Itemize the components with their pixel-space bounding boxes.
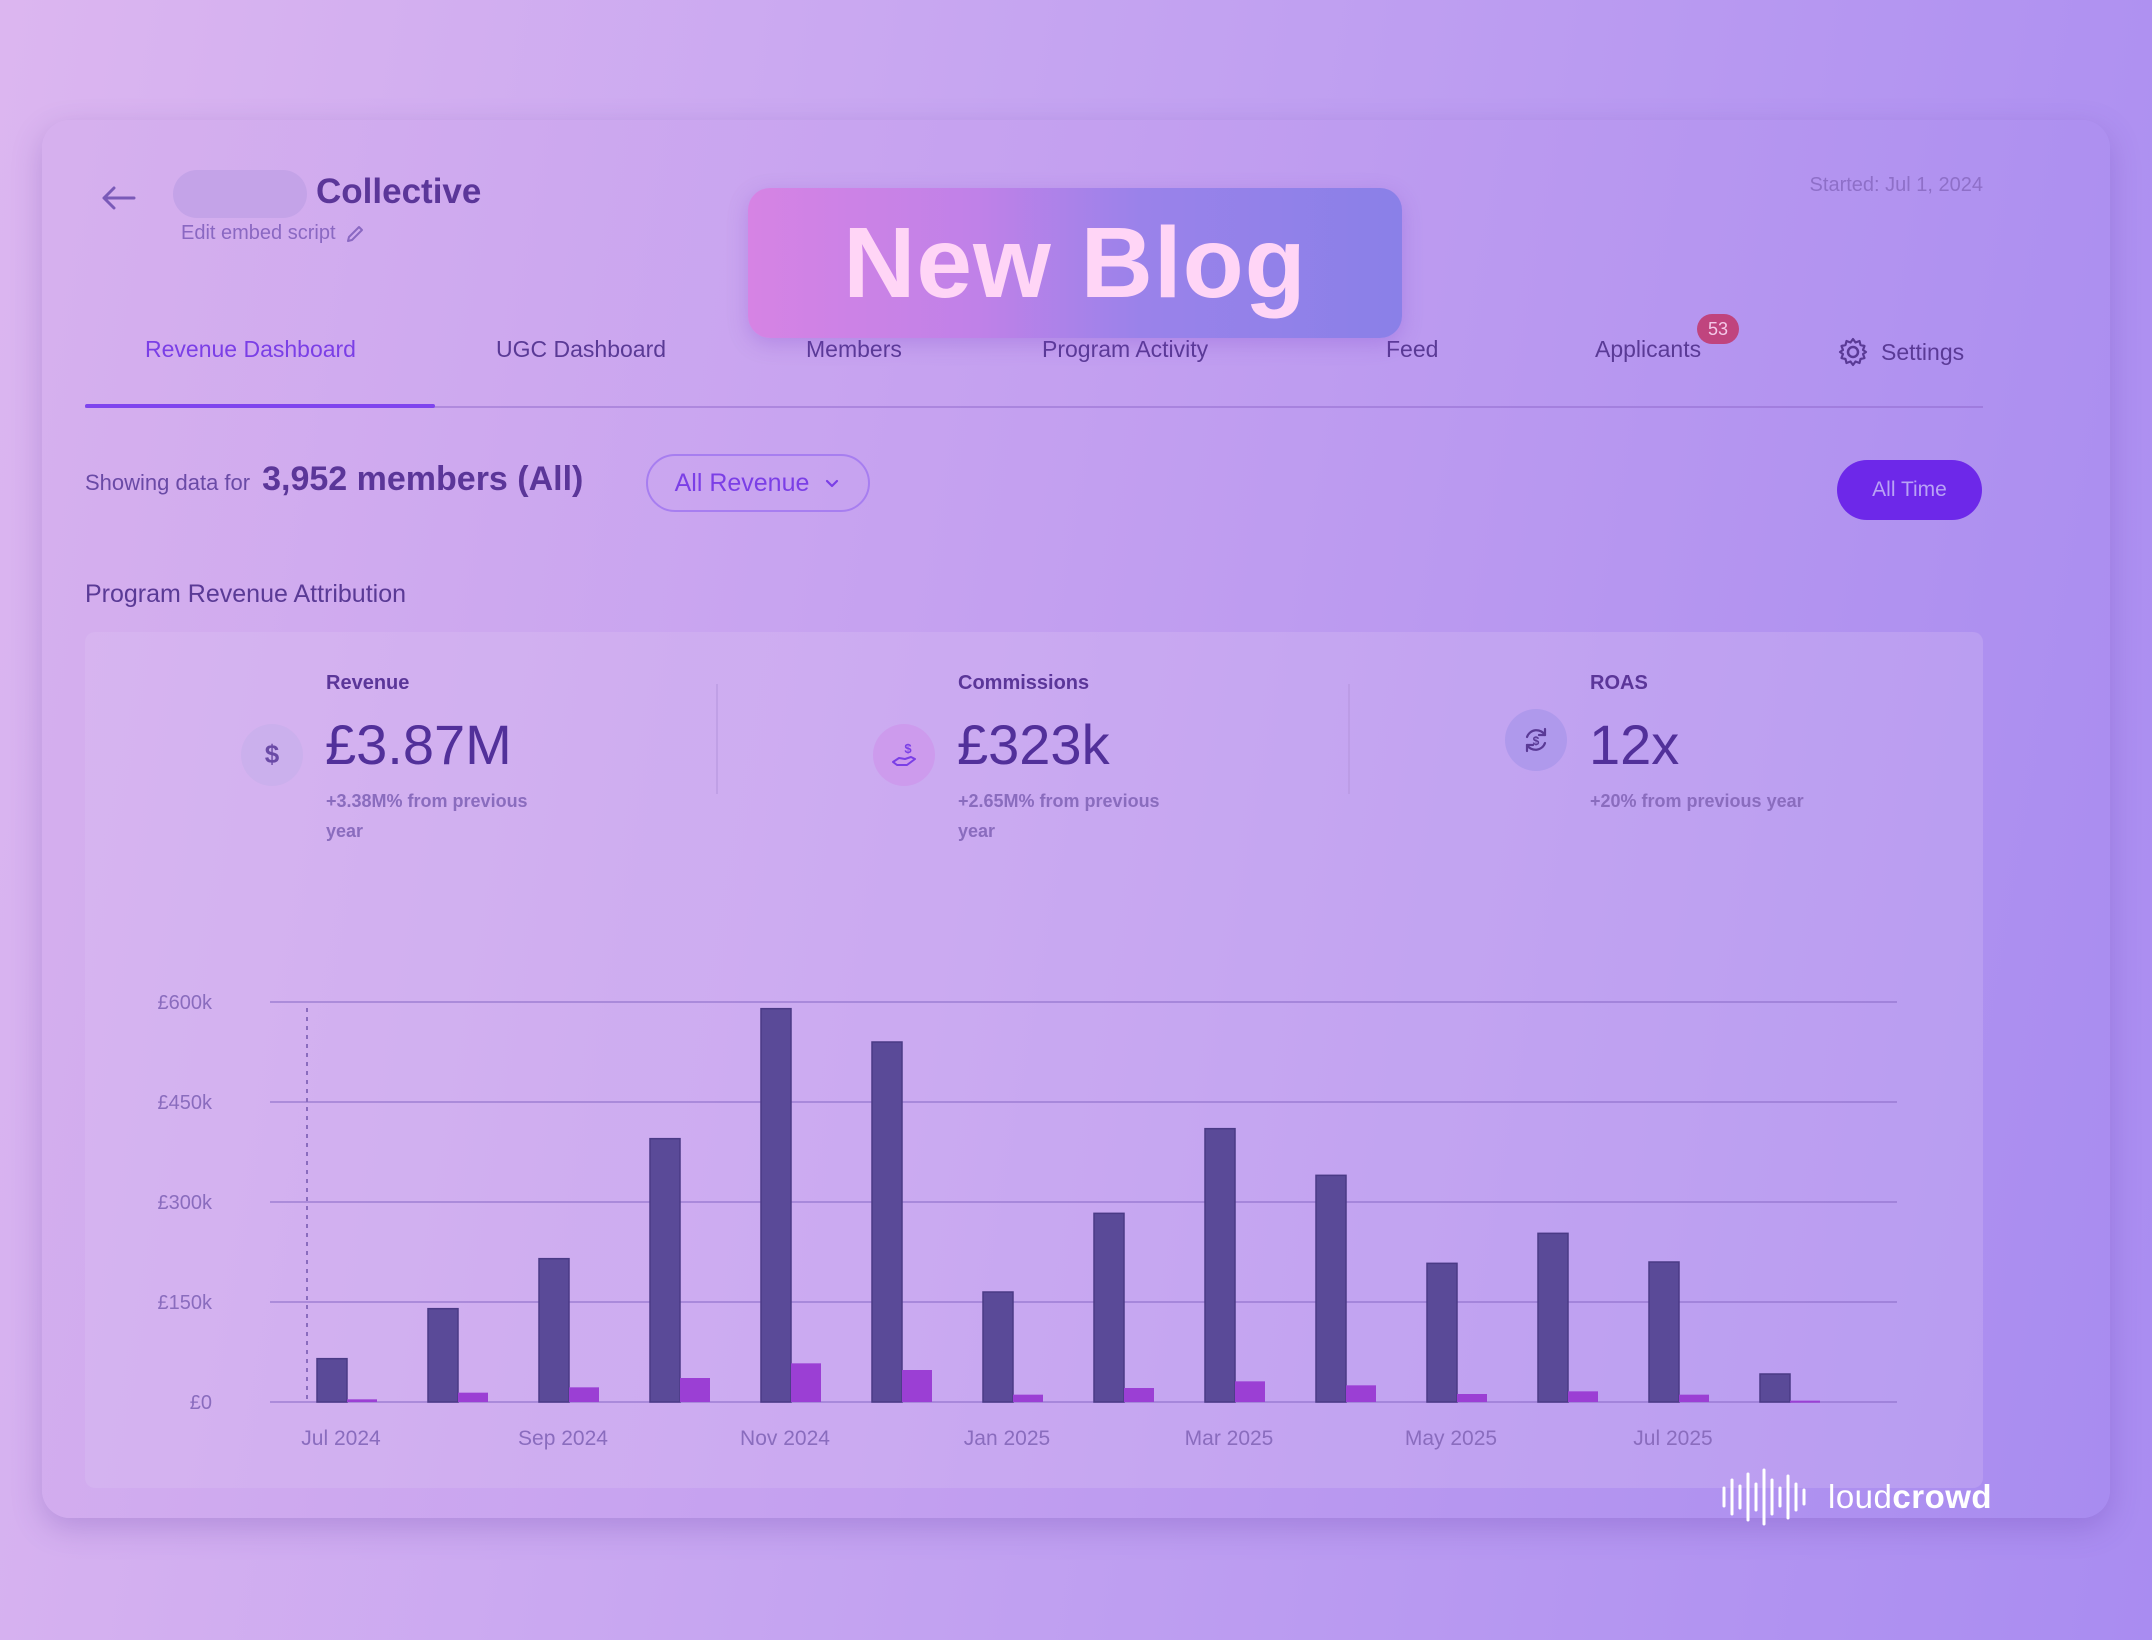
- active-tab-indicator: [85, 404, 435, 408]
- revenue-bar-chart: £0 £150k £300k £450k £600k Jul 2024 Sep 2024 No…: [158, 992, 1897, 1450]
- pencil-icon: [346, 225, 363, 242]
- x-tick-label: Nov 2024: [740, 1427, 830, 1450]
- kpi-change: +20% from previous year: [1590, 791, 1804, 811]
- refresh-dollar-icon: $: [1505, 709, 1567, 771]
- revenue-bar: [982, 1291, 1014, 1403]
- logo-text-light: loud: [1828, 1478, 1893, 1515]
- member-count: 3,952 members (All): [262, 460, 584, 498]
- commission-bar: [458, 1392, 488, 1402]
- kpi-change: +3.38M% from previous year: [326, 791, 528, 841]
- commission-bar: [680, 1378, 710, 1402]
- y-tick-label: £150k: [158, 1292, 213, 1314]
- commission-bar: [569, 1387, 599, 1402]
- commission-bar: [902, 1370, 932, 1402]
- y-tick-label: £450k: [158, 1092, 213, 1114]
- banner-title: New Blog: [843, 206, 1307, 319]
- logo-wordmark: loudcrowd: [1828, 1478, 1992, 1516]
- revenue-bar: [649, 1137, 681, 1403]
- revenue-bar: [871, 1041, 903, 1403]
- y-tick-label: £0: [190, 1392, 212, 1414]
- dashboard-card: [42, 120, 2110, 1518]
- commission-bar: [1346, 1385, 1376, 1402]
- kpi-value: 12x: [1589, 713, 1680, 776]
- commission-bar: [1568, 1391, 1598, 1402]
- x-tick-label: Mar 2025: [1185, 1427, 1274, 1450]
- edit-embed-label: Edit embed script: [181, 222, 336, 244]
- new-blog-banner: New Blog: [748, 188, 1402, 338]
- kpi-change: +2.65M% from previous year: [958, 791, 1160, 841]
- brand-name: Collective: [316, 172, 482, 211]
- x-tick-label: May 2025: [1405, 1427, 1497, 1450]
- svg-text:$: $: [1533, 734, 1540, 748]
- revenue-bar: [1759, 1373, 1791, 1403]
- start-date: Started: Jul 1, 2024: [1809, 174, 1983, 196]
- logo-text-bold: crowd: [1892, 1478, 1993, 1515]
- tab-applicants[interactable]: Applicants: [1595, 336, 1702, 362]
- applicants-count-badge: 53: [1697, 314, 1739, 344]
- section-title: Program Revenue Attribution: [85, 580, 407, 608]
- y-tick-label: £600k: [158, 992, 213, 1014]
- settings-button[interactable]: Settings: [1837, 336, 1964, 368]
- commission-bar: [1124, 1388, 1154, 1402]
- back-arrow-icon[interactable]: [98, 180, 138, 216]
- tab-revenue-dashboard[interactable]: Revenue Dashboard: [145, 336, 356, 362]
- tab-ugc-dashboard[interactable]: UGC Dashboard: [496, 336, 667, 362]
- x-tick-label: Sep 2024: [518, 1427, 608, 1450]
- revenue-bar: [760, 1007, 792, 1403]
- showing-label: Showing data for: [85, 470, 251, 495]
- time-range-button[interactable]: All Time: [1837, 460, 1982, 520]
- revenue-bar: [1537, 1232, 1569, 1403]
- chevron-down-icon: [826, 479, 839, 488]
- x-tick-label: Jul 2024: [301, 1427, 381, 1450]
- loudcrowd-logo: loudcrowd: [1720, 1466, 1992, 1528]
- showing-data-summary: Showing data for 3,952 members (All): [85, 460, 583, 499]
- revenue-type-select[interactable]: All Revenue: [646, 454, 870, 512]
- commission-bar: [1790, 1400, 1820, 1403]
- kpi-value: £323k: [957, 713, 1110, 776]
- revenue-bar: [538, 1257, 570, 1403]
- kpi-value: £3.87M: [325, 713, 512, 776]
- commission-bar: [347, 1399, 377, 1402]
- x-tick-label: Jul 2025: [1633, 1427, 1712, 1450]
- soundwave-logo-icon: [1722, 1468, 1806, 1526]
- revenue-bar: [1204, 1127, 1236, 1403]
- kpi-label: ROAS: [1590, 672, 1648, 694]
- tab-program-activity[interactable]: Program Activity: [1042, 336, 1209, 362]
- tab-members[interactable]: Members: [806, 336, 902, 362]
- commission-bar: [1679, 1394, 1709, 1402]
- revenue-bar: [1093, 1212, 1125, 1403]
- revenue-bar: [1648, 1261, 1680, 1403]
- revenue-bar: [1315, 1174, 1347, 1403]
- svg-text:$: $: [904, 741, 912, 756]
- kpi-divider: [1348, 684, 1350, 794]
- kpi-label: Revenue: [326, 672, 410, 694]
- kpi-divider: [716, 684, 718, 794]
- revenue-select-value: All Revenue: [674, 468, 810, 497]
- settings-label: Settings: [1881, 338, 1965, 365]
- hand-money-icon: $: [873, 724, 935, 786]
- x-tick-label: Jan 2025: [964, 1427, 1050, 1450]
- dollar-icon: $: [241, 724, 303, 786]
- kpi-label: Commissions: [958, 672, 1090, 694]
- y-tick-label: £300k: [158, 1192, 213, 1214]
- tab-feed[interactable]: Feed: [1386, 336, 1439, 362]
- commission-bar: [1235, 1381, 1265, 1402]
- commission-bar: [791, 1363, 821, 1402]
- tab-bar: Revenue Dashboard UGC Dashboard Members …: [85, 330, 1983, 408]
- revenue-bar: [316, 1357, 348, 1403]
- gear-icon: [1838, 337, 1868, 367]
- edit-embed-link[interactable]: Edit embed script: [181, 222, 366, 245]
- brand-name-redacted: [173, 170, 307, 218]
- commission-bar: [1457, 1394, 1487, 1402]
- revenue-bar: [427, 1307, 459, 1403]
- svg-text:$: $: [265, 740, 280, 769]
- revenue-bar: [1426, 1262, 1458, 1403]
- commission-bar: [1013, 1394, 1043, 1402]
